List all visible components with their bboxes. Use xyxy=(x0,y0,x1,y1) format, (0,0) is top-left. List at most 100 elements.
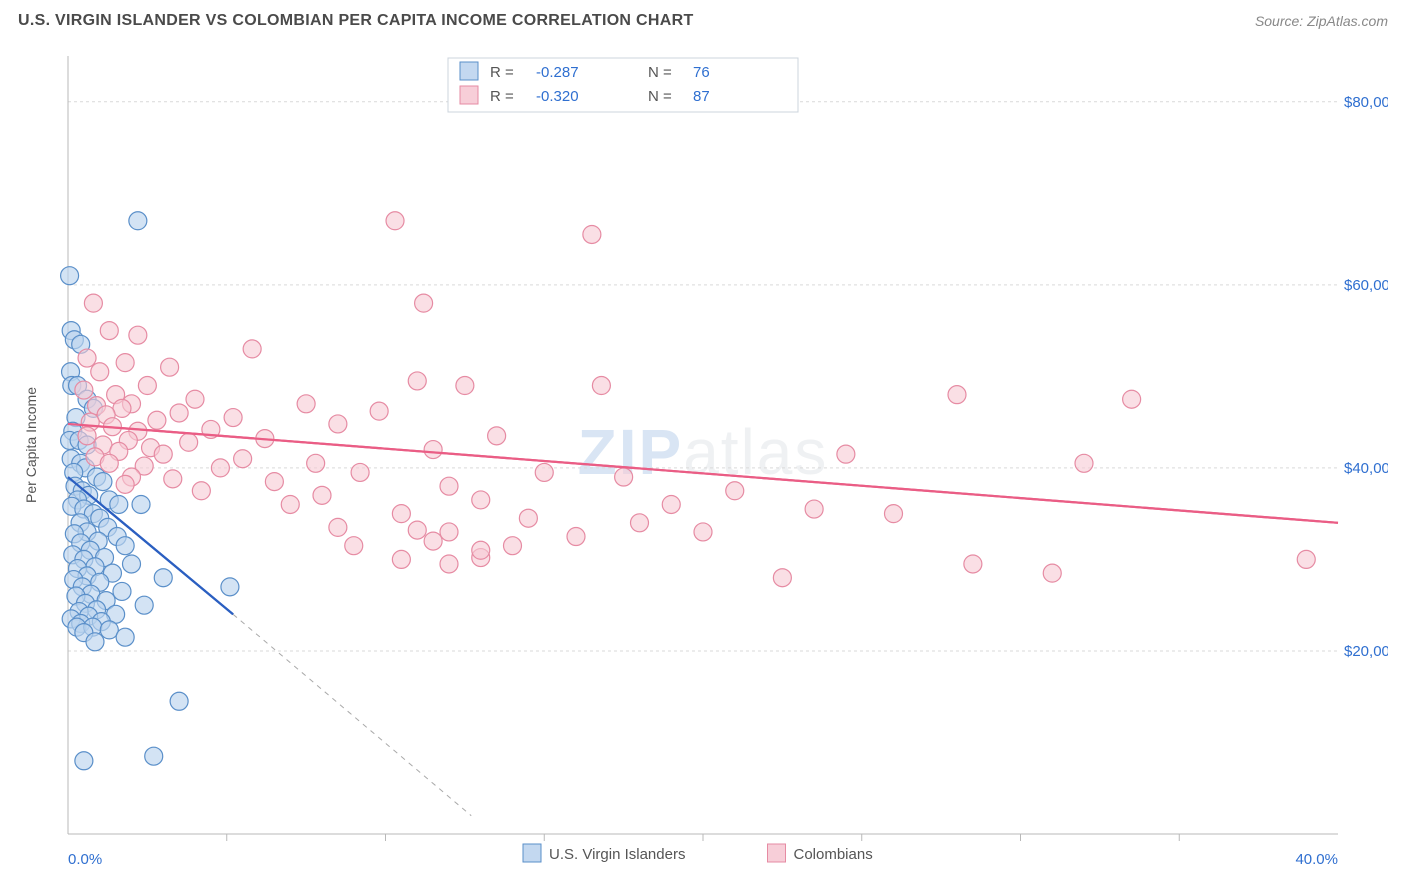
regression-line-extrapolated xyxy=(233,614,471,815)
data-point xyxy=(170,692,188,710)
data-point xyxy=(837,445,855,463)
data-point xyxy=(116,475,134,493)
data-point xyxy=(61,267,79,285)
data-point xyxy=(145,747,163,765)
data-point xyxy=(313,486,331,504)
legend-n-value: 87 xyxy=(693,88,710,105)
legend-swatch xyxy=(768,844,786,862)
data-point xyxy=(472,541,490,559)
y-tick-label: $60,000 xyxy=(1344,277,1388,294)
data-point xyxy=(234,450,252,468)
data-point xyxy=(94,473,112,491)
data-point xyxy=(135,596,153,614)
x-tick-label: 40.0% xyxy=(1295,851,1338,868)
data-point xyxy=(148,411,166,429)
data-point xyxy=(424,532,442,550)
data-point xyxy=(662,495,680,513)
data-point xyxy=(392,505,410,523)
data-point xyxy=(78,427,96,445)
legend-r-label: R = xyxy=(490,64,514,81)
legend-n-value: 76 xyxy=(693,64,710,81)
legend-r-label: R = xyxy=(490,88,514,105)
data-point xyxy=(345,537,363,555)
data-point xyxy=(440,555,458,573)
data-point xyxy=(75,752,93,770)
y-axis-label: Per Capita Income xyxy=(23,387,39,503)
legend-swatch xyxy=(460,62,478,80)
legend-n-label: N = xyxy=(648,88,672,105)
data-point xyxy=(91,363,109,381)
data-point xyxy=(170,404,188,422)
data-point xyxy=(351,463,369,481)
data-point xyxy=(116,354,134,372)
data-point xyxy=(424,441,442,459)
data-point xyxy=(123,555,141,573)
data-point xyxy=(631,514,649,532)
data-point xyxy=(472,491,490,509)
data-point xyxy=(488,427,506,445)
data-point xyxy=(132,495,150,513)
data-point xyxy=(386,212,404,230)
chart-title: U.S. VIRGIN ISLANDER VS COLOMBIAN PER CA… xyxy=(18,12,694,30)
data-point xyxy=(116,537,134,555)
data-point xyxy=(265,473,283,491)
data-point xyxy=(75,381,93,399)
data-point xyxy=(415,294,433,312)
data-point xyxy=(154,569,172,587)
chart-container: ZIPatlas$20,000$40,000$60,000$80,000Per … xyxy=(18,44,1388,874)
data-point xyxy=(805,500,823,518)
data-point xyxy=(129,212,147,230)
data-point xyxy=(583,225,601,243)
data-point xyxy=(100,621,118,639)
data-point xyxy=(773,569,791,587)
data-point xyxy=(456,377,474,395)
y-tick-label: $80,000 xyxy=(1344,94,1388,111)
data-point xyxy=(567,528,585,546)
y-tick-label: $40,000 xyxy=(1344,460,1388,477)
data-point xyxy=(1297,550,1315,568)
data-point xyxy=(1075,454,1093,472)
y-tick-label: $20,000 xyxy=(1344,643,1388,660)
data-point xyxy=(519,509,537,527)
legend-swatch xyxy=(523,844,541,862)
data-point xyxy=(192,482,210,500)
correlation-scatter-chart: ZIPatlas$20,000$40,000$60,000$80,000Per … xyxy=(18,44,1388,874)
data-point xyxy=(329,415,347,433)
data-point xyxy=(84,294,102,312)
data-point xyxy=(948,386,966,404)
legend-swatch xyxy=(460,86,478,104)
data-point xyxy=(138,377,156,395)
data-point xyxy=(211,459,229,477)
legend-r-value: -0.287 xyxy=(536,64,579,81)
data-point xyxy=(180,433,198,451)
data-point xyxy=(408,521,426,539)
data-point xyxy=(186,390,204,408)
data-point xyxy=(221,578,239,596)
data-point xyxy=(885,505,903,523)
data-point xyxy=(161,358,179,376)
data-point xyxy=(726,482,744,500)
legend-r-value: -0.320 xyxy=(536,88,579,105)
data-point xyxy=(694,523,712,541)
data-point xyxy=(224,409,242,427)
x-tick-label: 0.0% xyxy=(68,851,102,868)
legend-series-name: Colombians xyxy=(794,846,873,863)
data-point xyxy=(307,454,325,472)
data-point xyxy=(113,582,131,600)
data-point xyxy=(164,470,182,488)
data-point xyxy=(100,322,118,340)
data-point xyxy=(615,468,633,486)
data-point xyxy=(78,349,96,367)
data-point xyxy=(964,555,982,573)
data-point xyxy=(392,550,410,568)
data-point xyxy=(116,628,134,646)
legend-series-name: U.S. Virgin Islanders xyxy=(549,846,685,863)
data-point xyxy=(154,445,172,463)
source-attribution: Source: ZipAtlas.com xyxy=(1255,13,1388,29)
data-point xyxy=(408,372,426,390)
data-point xyxy=(297,395,315,413)
data-point xyxy=(329,518,347,536)
data-point xyxy=(281,495,299,513)
data-point xyxy=(535,463,553,481)
data-point xyxy=(243,340,261,358)
